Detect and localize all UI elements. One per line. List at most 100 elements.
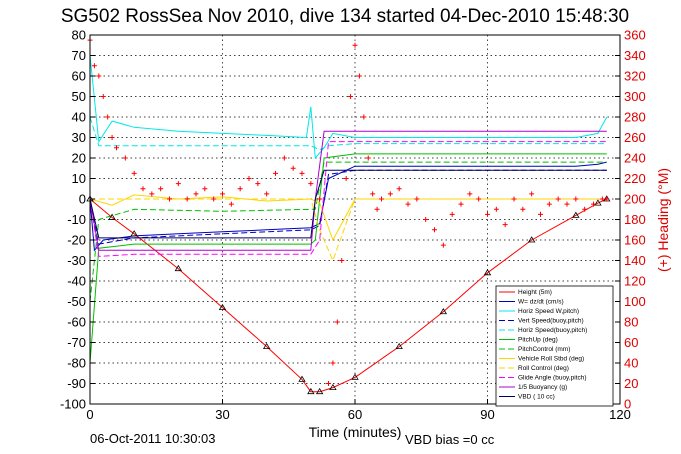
y2-tick-label: 320 xyxy=(624,69,646,84)
height-marker xyxy=(483,269,492,276)
heading-point xyxy=(167,196,172,202)
y-tick-label: -10 xyxy=(67,212,86,227)
heading-point xyxy=(140,186,146,192)
legend-entry: Roll Control (deg) xyxy=(518,365,569,372)
y-tick-label: 70 xyxy=(72,48,86,63)
y2-tick-label: 0 xyxy=(624,397,631,412)
series-line-3 xyxy=(90,169,607,245)
heading-point xyxy=(370,191,376,197)
heading-point xyxy=(546,201,552,207)
legend-entry: PitchUp (deg) xyxy=(518,337,558,344)
x-axis: 0 30 60 90 120 xyxy=(86,399,631,422)
series-line-9 xyxy=(90,141,607,257)
heading-point xyxy=(414,196,420,202)
heading-point xyxy=(405,201,411,207)
y2-tick-label: 260 xyxy=(624,130,646,145)
heading-point xyxy=(432,227,437,233)
y2-tick-label: 300 xyxy=(624,89,646,104)
legend-entry: Vert Speed(buoy,pitch) xyxy=(518,318,584,325)
heading-point xyxy=(246,176,252,181)
x-tick-label: 60 xyxy=(348,407,362,422)
y2-tick-label: 80 xyxy=(624,315,638,330)
heading-point xyxy=(520,206,526,212)
heading-point xyxy=(339,258,345,263)
heading-point xyxy=(114,145,119,151)
y2-tick-label: 220 xyxy=(624,171,646,186)
series-line-6 xyxy=(90,161,607,302)
y-tick-label: -20 xyxy=(67,233,86,248)
left-y-axis: -100-90-80-70-60-50-40-30-20-10010203040… xyxy=(60,28,95,412)
height-marker xyxy=(262,342,271,349)
heading-point xyxy=(290,165,296,171)
y2-tick-label: 140 xyxy=(624,253,646,268)
heading-point xyxy=(184,196,190,202)
heading-point xyxy=(326,381,331,386)
heading-point xyxy=(564,201,570,207)
right-y-axis-label: (+) Heading (°M) xyxy=(655,168,671,272)
height-marker xyxy=(527,236,536,243)
height-marker xyxy=(572,211,580,218)
y2-tick-label: 280 xyxy=(624,110,646,125)
y2-tick-label: 60 xyxy=(624,335,638,350)
heading-point xyxy=(131,170,137,176)
legend-box xyxy=(495,285,614,407)
y-tick-label: 60 xyxy=(72,69,86,84)
heading-point xyxy=(122,155,128,161)
heading-point xyxy=(591,201,596,207)
legend-entry: Glide Angle (buoy,pitch) xyxy=(518,375,587,382)
series-line-10 xyxy=(90,130,607,251)
heading-point xyxy=(604,196,610,202)
y-tick-label: -50 xyxy=(67,294,86,309)
height-marker xyxy=(395,342,403,349)
heading-point xyxy=(237,186,243,192)
y-tick-label: -90 xyxy=(67,376,86,391)
legend-entry: PitchControl (mm) xyxy=(518,346,570,353)
y2-tick-label: 360 xyxy=(624,28,646,43)
heading-point xyxy=(476,196,482,202)
y2-tick-label: 340 xyxy=(624,48,646,63)
height-marker xyxy=(174,264,183,272)
heading-point xyxy=(529,191,535,197)
legend-entry: Height (5m) xyxy=(518,289,552,296)
height-marker xyxy=(307,387,315,395)
heading-point xyxy=(91,63,97,69)
heading-point xyxy=(352,42,358,48)
heading-point xyxy=(387,191,393,197)
heading-point xyxy=(573,196,579,202)
heading-point xyxy=(299,170,305,176)
heading-point xyxy=(356,73,362,79)
heading-point xyxy=(193,191,199,197)
y2-tick-label: 120 xyxy=(624,274,646,289)
y-tick-label: 10 xyxy=(72,171,86,186)
x-tick-label: 0 xyxy=(86,407,93,422)
chart-title: SG502 RossSea Nov 2010, dive 134 started… xyxy=(61,6,629,27)
y-tick-label: -100 xyxy=(60,397,86,412)
height-marker xyxy=(351,373,359,380)
height-marker xyxy=(108,213,116,220)
y2-tick-label: 40 xyxy=(624,356,638,371)
y2-tick-label: 200 xyxy=(624,192,646,207)
heading-point xyxy=(228,201,234,207)
heading-point xyxy=(343,176,349,181)
heading-point xyxy=(485,211,490,217)
y-tick-label: -60 xyxy=(67,315,86,330)
heading-point xyxy=(273,170,278,176)
height-marker xyxy=(329,383,337,390)
height-marker xyxy=(130,230,138,237)
y2-tick-label: 180 xyxy=(624,212,646,227)
heading-point xyxy=(105,114,111,120)
plot-area xyxy=(86,37,611,395)
heading-point xyxy=(458,201,464,207)
heading-point xyxy=(511,196,517,202)
heading-point xyxy=(538,211,543,217)
y2-tick-label: 20 xyxy=(624,376,638,391)
x-tick-label: 90 xyxy=(480,407,494,422)
heading-point xyxy=(348,94,354,99)
heading-point xyxy=(502,222,508,228)
heading-point xyxy=(334,319,340,325)
heading-point xyxy=(109,135,115,140)
legend-entry: W= dz/dt (cm/s) xyxy=(518,299,564,306)
x-tick-label: 120 xyxy=(609,407,631,422)
heading-point xyxy=(264,191,270,197)
